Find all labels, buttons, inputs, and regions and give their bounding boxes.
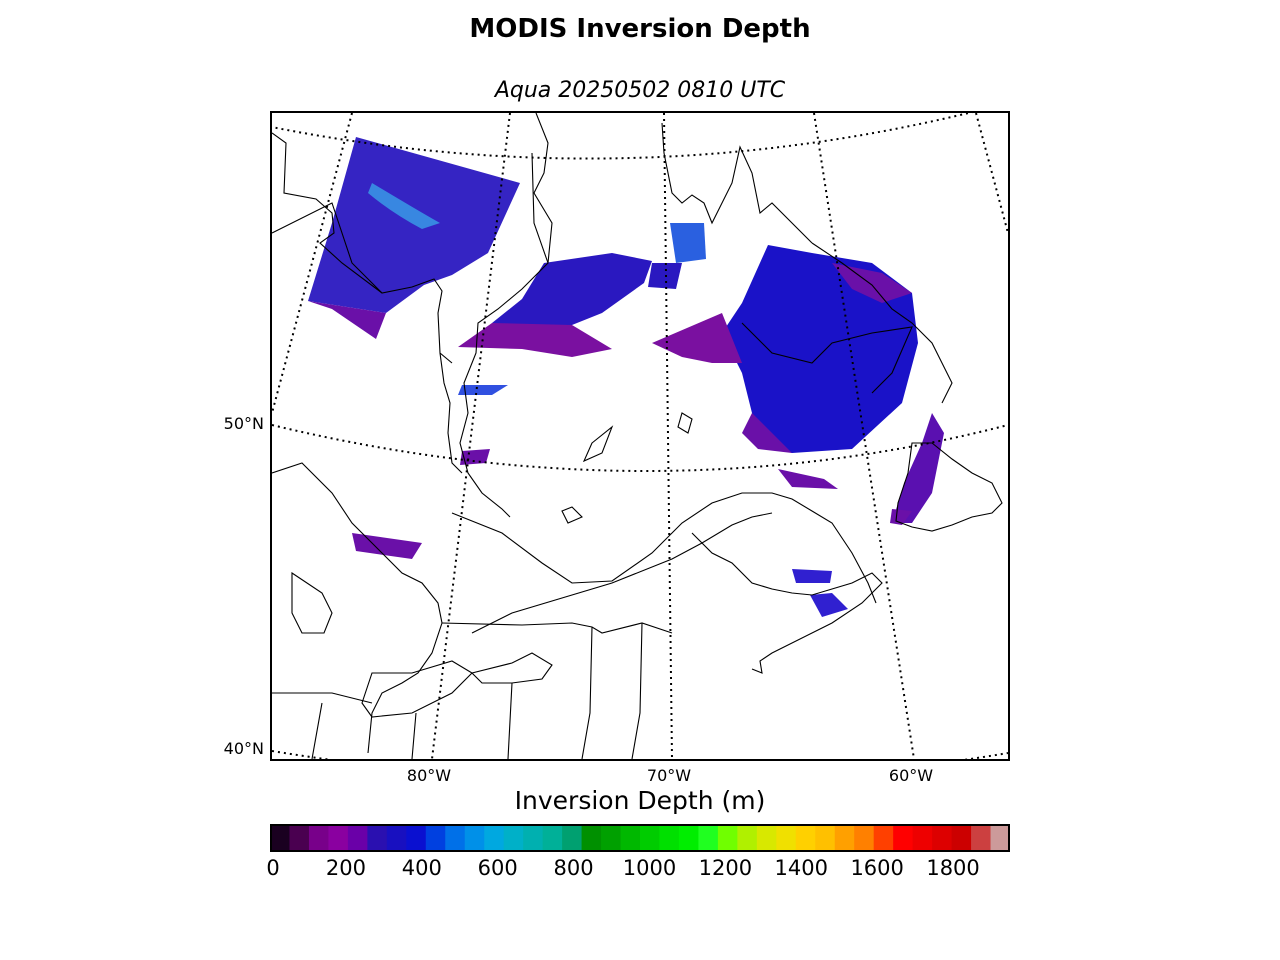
swath-small-patch xyxy=(670,223,706,263)
colorbar-tick-label: 1600 xyxy=(850,856,904,880)
colorbar-tick-label: 1200 xyxy=(698,856,753,880)
colorbar-segment xyxy=(562,824,583,852)
lat-label-50n: 50°N xyxy=(223,414,264,433)
lat-label-40n: 40°N xyxy=(223,739,264,758)
colorbar-segment xyxy=(912,824,933,852)
colorbar-segment xyxy=(367,824,388,852)
colorbar-segment xyxy=(854,824,875,852)
colorbar-tick-label: 400 xyxy=(401,856,442,880)
colorbar-segment xyxy=(795,824,816,852)
swath-cape-breton xyxy=(792,569,832,583)
meridian-80w xyxy=(431,113,511,759)
swath-labrador xyxy=(722,245,918,453)
colorbar-segment xyxy=(678,824,700,852)
colorbar-border xyxy=(270,824,1010,852)
swath-gulf-streak xyxy=(778,469,838,489)
meridian-90w xyxy=(272,113,353,414)
plot-subtitle: Aqua 20250502 0810 UTC xyxy=(494,78,786,103)
colorbar-segment xyxy=(698,824,719,852)
colorbar-segment xyxy=(445,824,466,852)
meridian-50w xyxy=(975,113,1008,234)
colorbar-tick-label: 1800 xyxy=(926,856,980,880)
swath-scatter-3 xyxy=(352,533,422,559)
swath-hudson-bay-light xyxy=(368,183,440,229)
swath-nova-scotia xyxy=(810,593,848,617)
colorbar-tick-label: 600 xyxy=(477,856,518,880)
meridian-60w xyxy=(813,113,915,759)
colorbar-segment xyxy=(815,824,836,852)
colorbar-tick-label: 1400 xyxy=(774,856,828,880)
colorbar-segment xyxy=(971,824,992,852)
retrieval-swaths xyxy=(308,137,944,617)
colorbar-tick-label: 200 xyxy=(325,856,366,880)
colorbar-segment xyxy=(620,824,641,852)
colorbar-segment xyxy=(308,824,330,852)
swath-scatter-1 xyxy=(458,385,508,395)
swath-newfoundland xyxy=(892,413,944,523)
lon-label-80w: 80°W xyxy=(406,766,452,785)
colorbar-segment xyxy=(717,824,738,852)
swath-labrador-west xyxy=(652,313,742,363)
swath-labrador-north xyxy=(832,263,912,303)
colorbar-segment xyxy=(464,824,485,852)
colorbar-segment xyxy=(990,824,1010,852)
colorbar-segment xyxy=(893,824,914,852)
lon-label-70w: 70°W xyxy=(646,766,692,785)
colorbar-segment xyxy=(756,824,777,852)
colorbar-tick-label: 800 xyxy=(553,856,594,880)
swath-east-patch xyxy=(648,263,682,289)
colorbar-segment xyxy=(328,824,349,852)
colorbar-segment xyxy=(640,824,661,852)
lon-label-60w: 60°W xyxy=(888,766,934,785)
colorbar-segment xyxy=(737,824,758,852)
coastlines xyxy=(272,113,1003,759)
colorbar-segment xyxy=(289,824,310,852)
colorbar-tick-label: 1000 xyxy=(622,856,677,880)
parallel-40n xyxy=(272,750,1008,759)
swath-labrador-rim xyxy=(742,413,792,453)
colorbar-segment xyxy=(581,824,602,852)
colorbar-tick-label: 0 xyxy=(266,856,280,880)
map-canvas xyxy=(272,113,1008,759)
colorbar-segment xyxy=(776,824,797,852)
colorbar-segment xyxy=(503,824,524,852)
colorbar-segment xyxy=(659,824,680,852)
colorbar-segment xyxy=(542,824,563,852)
colorbar-segment xyxy=(834,824,855,852)
colorbar-segment xyxy=(601,824,622,852)
swath-central-band xyxy=(492,253,652,331)
colorbar-segment xyxy=(932,824,953,852)
colorbar-segment xyxy=(484,824,505,852)
colorbar-segment xyxy=(873,824,894,852)
meridian-70w xyxy=(663,113,673,759)
colorbar-label: Inversion Depth (m) xyxy=(514,786,766,815)
colorbar-segment xyxy=(406,824,427,852)
graticule xyxy=(272,113,1008,759)
swath-hudson-bay-edge xyxy=(308,301,386,339)
colorbar-segment xyxy=(951,824,972,852)
swath-central-band-tail xyxy=(458,323,612,357)
map-panel xyxy=(270,111,1010,761)
swath-hudson-bay xyxy=(308,137,520,313)
colorbar-segment xyxy=(523,824,544,852)
colorbar-segment xyxy=(270,824,291,852)
colorbar-segment xyxy=(347,824,368,852)
colorbar-segment xyxy=(425,824,446,852)
colorbar-segment xyxy=(386,824,407,852)
parallel-50n xyxy=(272,424,1008,472)
plot-title: MODIS Inversion Depth xyxy=(469,14,811,44)
colorbar xyxy=(270,824,1010,852)
